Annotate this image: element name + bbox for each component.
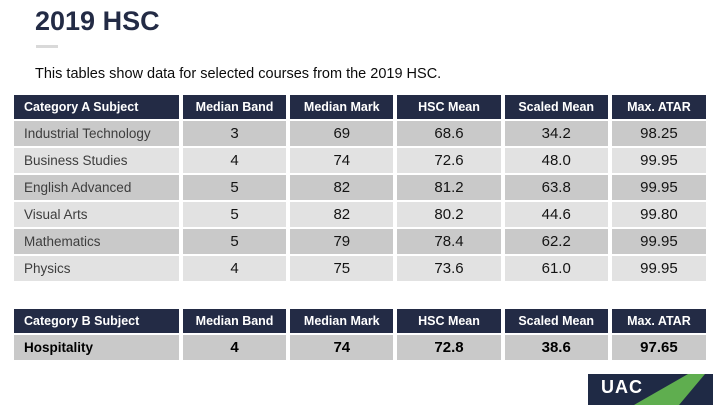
value-cell: 3: [182, 121, 287, 146]
value-cell: 74: [290, 148, 394, 173]
value-cell: 99.95: [611, 229, 706, 254]
table-row: Industrial Technology 3 69 68.6 34.2 98.25: [14, 121, 706, 146]
table-row: Mathematics 5 79 78.4 62.2 99.95: [14, 229, 706, 254]
header-cell: HSC Mean: [397, 95, 501, 119]
value-cell: 48.0: [504, 148, 608, 173]
value-cell: 62.2: [504, 229, 608, 254]
subject-cell: Hospitality: [14, 335, 179, 360]
value-cell: 75: [290, 256, 394, 281]
header-cell: Scaled Mean: [504, 309, 608, 333]
header-cell: Category B Subject: [14, 309, 179, 333]
header-cell: Median Mark: [290, 95, 394, 119]
slide-subtitle: This tables show data for selected cours…: [35, 66, 442, 82]
value-cell: 99.95: [611, 256, 706, 281]
header-cell: HSC Mean: [397, 309, 501, 333]
value-cell: 74: [290, 335, 394, 360]
value-cell: 82: [290, 202, 394, 227]
uac-logo: UAC: [588, 374, 713, 405]
subject-cell: Business Studies: [14, 148, 179, 173]
value-cell: 97.65: [611, 335, 706, 360]
header-cell: Median Band: [182, 309, 287, 333]
category-b-table: Category B Subject Median Band Median Mark…: [10, 307, 710, 362]
uac-swoosh-icon: [634, 374, 705, 405]
value-cell: 63.8: [504, 175, 608, 200]
title-underline: [36, 45, 58, 48]
value-cell: 78.4: [397, 229, 501, 254]
value-cell: 99.95: [611, 175, 706, 200]
header-cell: Scaled Mean: [504, 95, 608, 119]
value-cell: 5: [182, 229, 287, 254]
value-cell: 61.0: [504, 256, 608, 281]
value-cell: 69: [290, 121, 394, 146]
page-title: 2019 HSC: [35, 6, 160, 36]
category-a-table: Category A Subject Median Band Median Mark…: [10, 93, 710, 283]
value-cell: 72.6: [397, 148, 501, 173]
header-cell: Median Mark: [290, 309, 394, 333]
value-cell: 5: [182, 202, 287, 227]
table-row: Business Studies 4 74 72.6 48.0 99.95: [14, 148, 706, 173]
header-cell: Category A Subject: [14, 95, 179, 119]
header-row: Category B Subject Median Band Median Mark…: [14, 309, 706, 333]
value-cell: 82: [290, 175, 394, 200]
value-cell: 34.2: [504, 121, 608, 146]
value-cell: 80.2: [397, 202, 501, 227]
uac-logo-text: UAC: [601, 377, 643, 397]
header-cell: Max. ATAR: [611, 95, 706, 119]
subject-cell: Industrial Technology: [14, 121, 179, 146]
value-cell: 81.2: [397, 175, 501, 200]
value-cell: 68.6: [397, 121, 501, 146]
table-row: Visual Arts 5 82 80.2 44.6 99.80: [14, 202, 706, 227]
subject-cell: Mathematics: [14, 229, 179, 254]
value-cell: 99.95: [611, 148, 706, 173]
header-cell: Median Band: [182, 95, 287, 119]
value-cell: 98.25: [611, 121, 706, 146]
header-cell: Max. ATAR: [611, 309, 706, 333]
value-cell: 72.8: [397, 335, 501, 360]
value-cell: 4: [182, 335, 287, 360]
subject-cell: Physics: [14, 256, 179, 281]
value-cell: 5: [182, 175, 287, 200]
value-cell: 99.80: [611, 202, 706, 227]
value-cell: 44.6: [504, 202, 608, 227]
value-cell: 73.6: [397, 256, 501, 281]
value-cell: 4: [182, 148, 287, 173]
subject-cell: Visual Arts: [14, 202, 179, 227]
table-row: Physics 4 75 73.6 61.0 99.95: [14, 256, 706, 281]
value-cell: 38.6: [504, 335, 608, 360]
value-cell: 79: [290, 229, 394, 254]
subject-cell: English Advanced: [14, 175, 179, 200]
table-row: Hospitality 4 74 72.8 38.6 97.65: [14, 335, 706, 360]
table-row: English Advanced 5 82 81.2 63.8 99.95: [14, 175, 706, 200]
header-row: Category A Subject Median Band Median Mark…: [14, 95, 706, 119]
value-cell: 4: [182, 256, 287, 281]
